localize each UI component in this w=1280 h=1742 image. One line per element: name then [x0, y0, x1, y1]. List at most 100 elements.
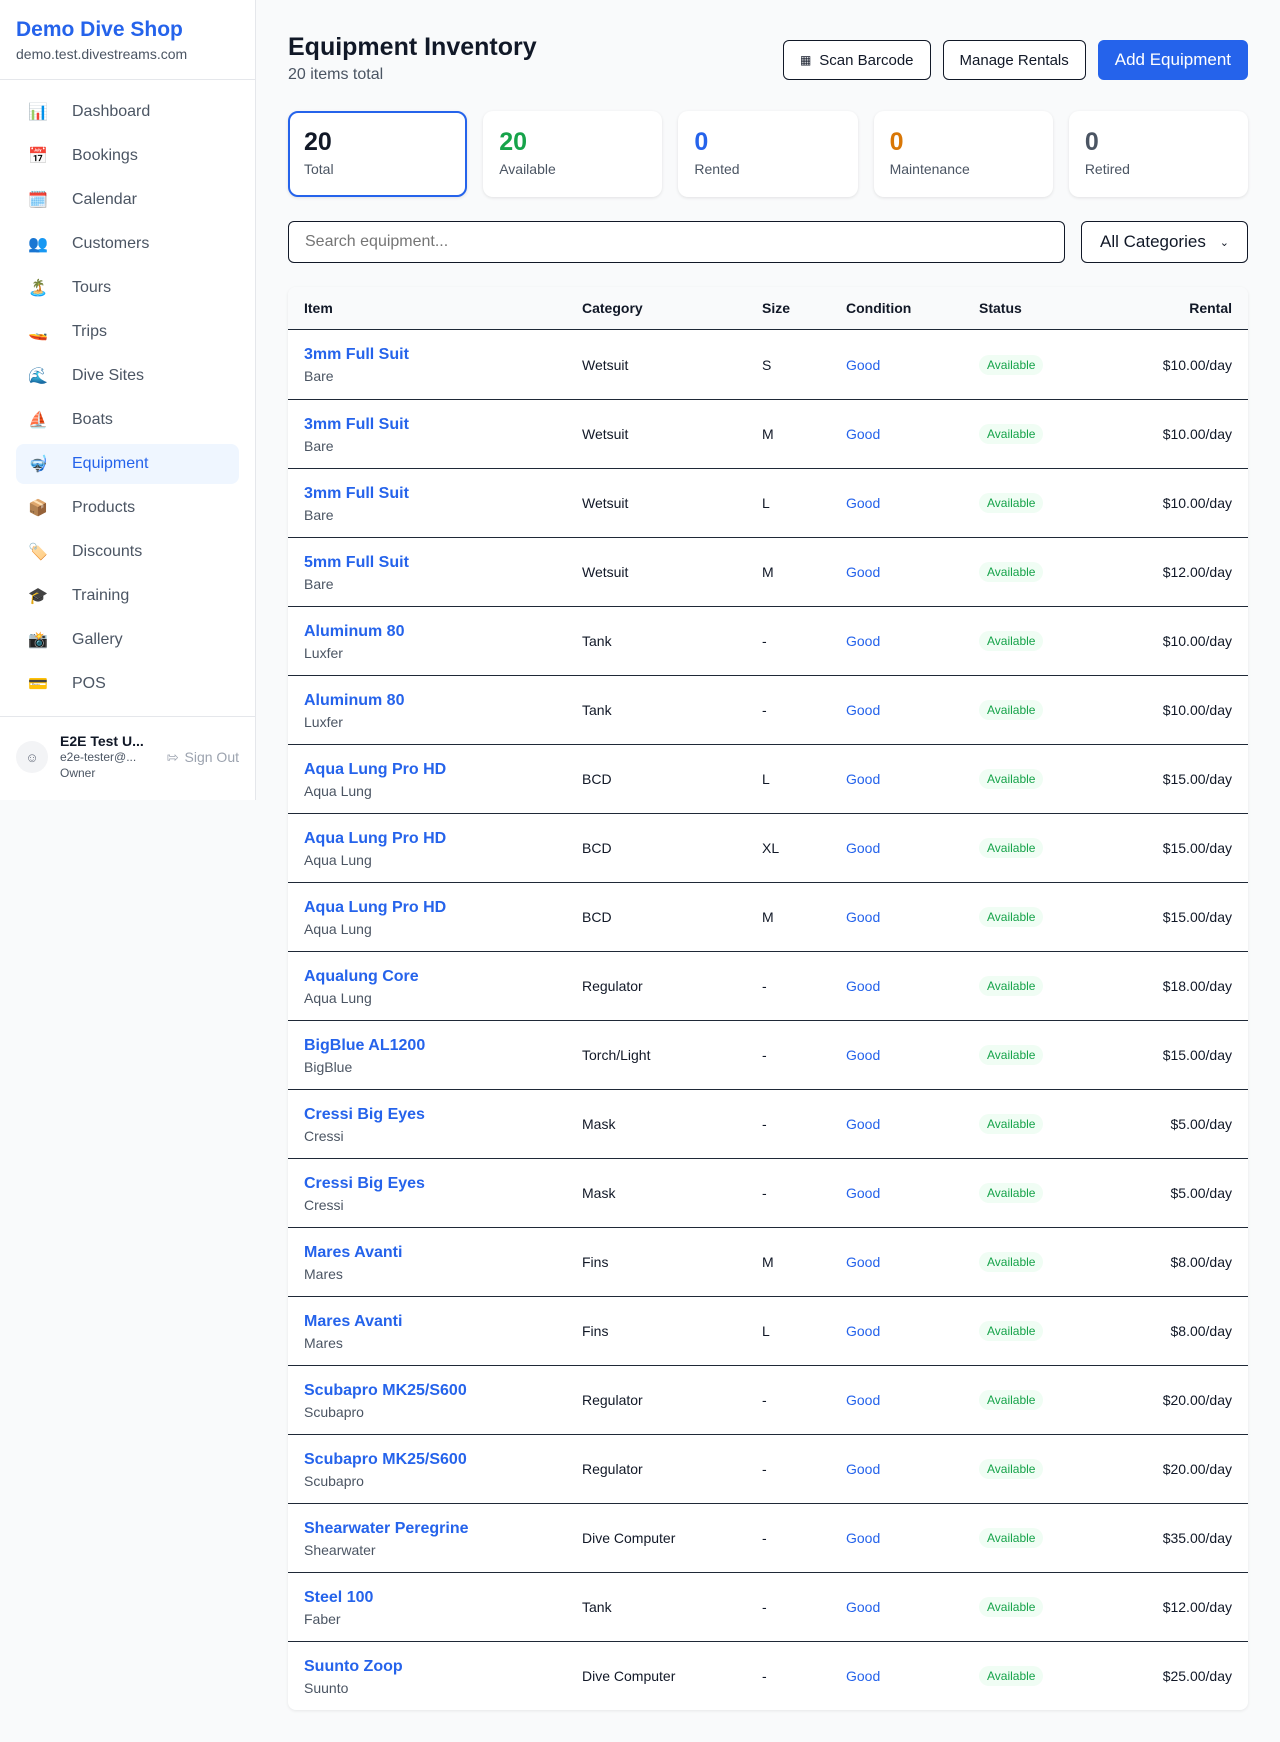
user-email: e2e-tester@...	[60, 750, 137, 764]
stat-value: 20	[304, 128, 332, 156]
shop-name[interactable]: Demo Dive Shop	[16, 18, 183, 41]
table-row[interactable]: Aluminum 80 Luxfer Tank - Good Available $10.0…	[288, 675, 1248, 744]
column-header-rental[interactable]: Rental	[1189, 300, 1232, 316]
sidebar-item-dashboard[interactable]: 📊 Dashboard	[16, 92, 239, 132]
size-cell: -	[762, 1599, 767, 1615]
stat-value: 0	[694, 128, 709, 156]
size-cell: S	[762, 356, 772, 373]
sidebar-nav: 📊 Dashboard 📅 Bookings 🗓️ Calendar 👥 Customers 🏝…	[0, 80, 255, 720]
table-row[interactable]: 3mm Full Suit Bare Wetsuit M Good Available $1…	[288, 399, 1248, 468]
table-row[interactable]: Aqualung Core Aqua Lung Regulator - Good Avai…	[288, 951, 1248, 1020]
sidebar-item-discounts[interactable]: 🏷️ Discounts	[16, 532, 239, 572]
scan-barcode-button[interactable]: ▦ Scan Barcode	[782, 40, 931, 80]
rental-cell: $15.00/day	[1162, 771, 1232, 787]
column-header-status[interactable]: Status	[979, 300, 1022, 316]
item-brand: BigBlue	[304, 1058, 353, 1075]
category-cell: Fins	[582, 1323, 609, 1339]
table-row[interactable]: Aluminum 80 Luxfer Tank - Good Available $10.0…	[288, 606, 1248, 675]
table-row[interactable]: Shearwater Peregrine Shearwater Dive Compu…	[288, 1503, 1248, 1572]
sidebar-item-bookings[interactable]: 📅 Bookings	[16, 136, 239, 176]
item-name-link[interactable]: Mares Avanti	[304, 1312, 403, 1330]
table-row[interactable]: Aqua Lung Pro HD Aqua Lung BCD XL Good Availa…	[288, 813, 1248, 882]
user-panel: ☺ E2E Test U... e2e-tester@... Owner ⇰ Si…	[0, 716, 255, 797]
sidebar-item-dive-sites[interactable]: 🌊 Dive Sites	[16, 356, 239, 396]
size-cell: -	[762, 1461, 767, 1477]
item-name-link[interactable]: Steel 100	[304, 1588, 374, 1606]
item-name-link[interactable]: Cressi Big Eyes	[304, 1105, 425, 1123]
item-name-link[interactable]: Aqualung Core	[304, 967, 419, 985]
item-cell: 3mm Full Suit Bare	[304, 415, 582, 454]
sign-out-icon: ⇰	[166, 748, 179, 765]
sidebar-item-tours[interactable]: 🏝️ Tours	[16, 268, 239, 308]
column-header-category[interactable]: Category	[582, 300, 643, 316]
item-name-link[interactable]: 3mm Full Suit	[304, 484, 409, 502]
column-header-condition[interactable]: Condition	[846, 300, 912, 316]
equipment-table: Item Category Size Condition Status Rental 3mm…	[288, 287, 1248, 1710]
status-badge: Available	[979, 1390, 1044, 1410]
item-name-link[interactable]: 3mm Full Suit	[304, 415, 409, 433]
item-name-link[interactable]: Shearwater Peregrine	[304, 1519, 469, 1537]
category-cell: Torch/Light	[582, 1047, 651, 1063]
table-row[interactable]: Mares Avanti Mares Fins M Good Available $8.00…	[288, 1227, 1248, 1296]
table-row[interactable]: Mares Avanti Mares Fins L Good Available $8.00…	[288, 1296, 1248, 1365]
category-select[interactable]: All Categories ⌄	[1081, 221, 1248, 263]
item-name-link[interactable]: Aluminum 80	[304, 622, 405, 640]
sidebar-item-label: Training	[72, 587, 130, 604]
item-name-link[interactable]: Aluminum 80	[304, 691, 405, 709]
column-header-size[interactable]: Size	[762, 300, 791, 316]
item-brand: Luxfer	[304, 713, 343, 730]
item-name-link[interactable]: Scubapro MK25/S600	[304, 1381, 467, 1399]
sidebar-item-trips[interactable]: 🚤 Trips	[16, 312, 239, 352]
status-cell: Available	[979, 1045, 1129, 1065]
item-name-link[interactable]: BigBlue AL1200	[304, 1036, 426, 1054]
manage-rentals-button[interactable]: Manage Rentals	[942, 40, 1086, 80]
column-header-item[interactable]: Item	[304, 300, 333, 316]
table-row[interactable]: Suunto Zoop Suunto Dive Computer - Good Avail…	[288, 1641, 1248, 1710]
rental-cell: $15.00/day	[1162, 909, 1232, 925]
table-row[interactable]: 3mm Full Suit Bare Wetsuit S Good Available $1…	[288, 330, 1248, 399]
item-name-link[interactable]: 5mm Full Suit	[304, 553, 409, 571]
table-row[interactable]: Scubapro MK25/S600 Scubapro Regulator - Good…	[288, 1434, 1248, 1503]
sidebar-item-gallery[interactable]: 📸 Gallery	[16, 620, 239, 660]
search-input[interactable]	[288, 221, 1065, 263]
sidebar-item-training[interactable]: 🎓 Training	[16, 576, 239, 616]
item-name-link[interactable]: Mares Avanti	[304, 1243, 403, 1261]
table-row[interactable]: 3mm Full Suit Bare Wetsuit L Good Available $1…	[288, 468, 1248, 537]
sidebar-item-products[interactable]: 📦 Products	[16, 488, 239, 528]
item-name-link[interactable]: Aqua Lung Pro HD	[304, 760, 447, 778]
stat-card-available[interactable]: 20 Available	[483, 111, 663, 197]
stat-card-maintenance[interactable]: 0 Maintenance	[873, 111, 1053, 197]
item-name-link[interactable]: Scubapro MK25/S600	[304, 1450, 467, 1468]
stat-card-total[interactable]: 20 Total	[288, 111, 468, 197]
table-row[interactable]: Aqua Lung Pro HD Aqua Lung BCD L Good Availab…	[288, 744, 1248, 813]
condition-cell: Good	[846, 840, 881, 856]
item-name-link[interactable]: Aqua Lung Pro HD	[304, 898, 447, 916]
stat-card-rented[interactable]: 0 Rented	[678, 111, 858, 197]
item-name-link[interactable]: Aqua Lung Pro HD	[304, 829, 447, 847]
sidebar-item-equipment[interactable]: 🤿 Equipment	[16, 444, 239, 484]
filters: All Categories ⌄	[288, 221, 1248, 263]
table-row[interactable]: Cressi Big Eyes Cressi Mask - Good Available $…	[288, 1089, 1248, 1158]
category-cell: Mask	[582, 1116, 616, 1132]
item-cell: Aluminum 80 Luxfer	[304, 691, 582, 730]
category-cell: BCD	[582, 909, 612, 925]
add-equipment-button[interactable]: Add Equipment	[1097, 40, 1248, 80]
sidebar-item-pos[interactable]: 💳 POS	[16, 664, 239, 704]
item-name-link[interactable]: Cressi Big Eyes	[304, 1174, 425, 1192]
size-cell: -	[762, 1047, 767, 1063]
table-row[interactable]: 5mm Full Suit Bare Wetsuit M Good Available $1…	[288, 537, 1248, 606]
item-name-link[interactable]: Suunto Zoop	[304, 1657, 403, 1675]
item-name-link[interactable]: 3mm Full Suit	[304, 346, 409, 363]
table-row[interactable]: Steel 100 Faber Tank - Good Available $12.00/d…	[288, 1572, 1248, 1641]
table-row[interactable]: Aqua Lung Pro HD Aqua Lung BCD M Good Availab…	[288, 882, 1248, 951]
sidebar-item-boats[interactable]: ⛵ Boats	[16, 400, 239, 440]
table-row[interactable]: Cressi Big Eyes Cressi Mask - Good Available $…	[288, 1158, 1248, 1227]
stat-card-retired[interactable]: 0 Retired	[1068, 111, 1249, 197]
table-row[interactable]: BigBlue AL1200 BigBlue Torch/Light - Good Ava…	[288, 1020, 1248, 1089]
sidebar-item-calendar[interactable]: 🗓️ Calendar	[16, 180, 239, 220]
sidebar-item-customers[interactable]: 👥 Customers	[16, 224, 239, 264]
sign-out-button[interactable]: ⇰ Sign Out	[167, 749, 239, 766]
table-row[interactable]: Scubapro MK25/S600 Scubapro Regulator - Good…	[288, 1365, 1248, 1434]
status-badge: Available	[979, 1459, 1044, 1479]
status-cell: Available	[979, 1666, 1129, 1686]
